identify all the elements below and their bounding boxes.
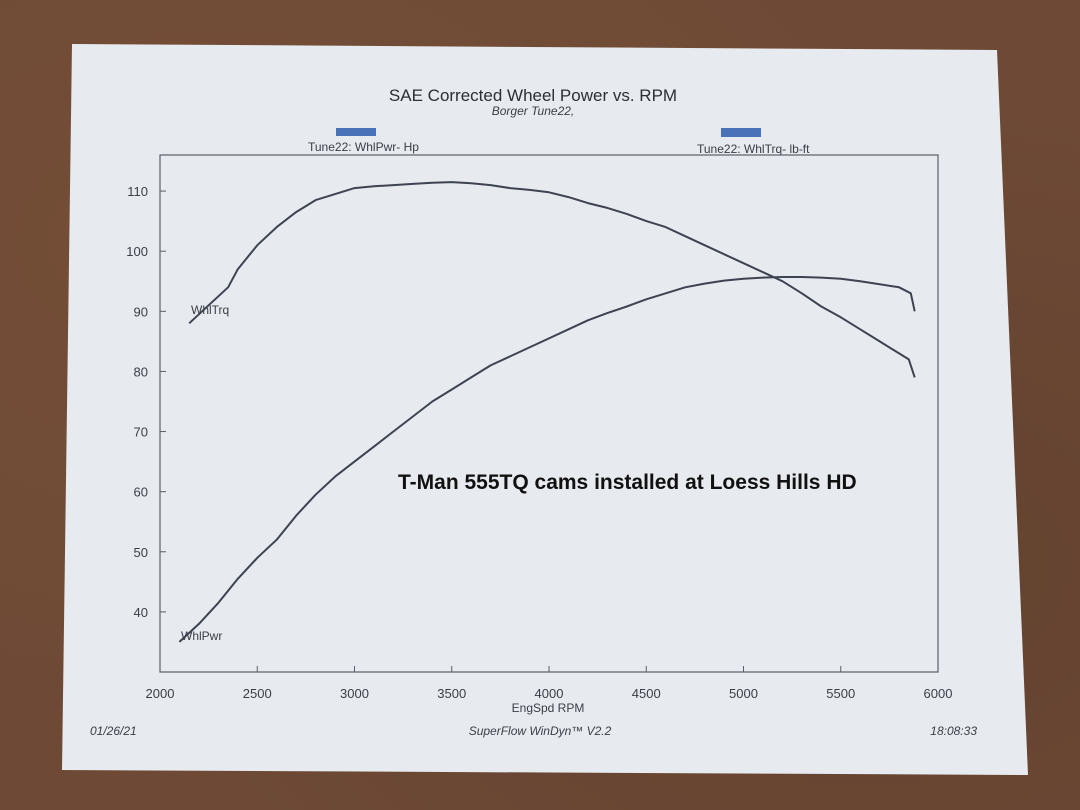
x-tick-label: 5500: [826, 686, 855, 701]
series-line-whltrq: [188, 181, 916, 378]
footer-time: 18:08:33: [930, 724, 977, 738]
x-tick-label: 4500: [632, 686, 661, 701]
x-axis-ticks: 2000 2500 3000 3500 4000 4500 5000 5500 6000: [146, 666, 953, 701]
x-tick-label: 5000: [729, 686, 758, 701]
series-lines: [178, 181, 916, 643]
legend-swatch-tq: [721, 128, 761, 137]
x-tick-label: 6000: [924, 686, 953, 701]
paper-background: [62, 44, 1028, 775]
y-tick-label: 60: [134, 485, 148, 500]
y-tick-label: 50: [134, 545, 148, 560]
y-tick-label: 90: [134, 304, 148, 319]
x-axis-label: EngSpd RPM: [512, 701, 585, 715]
y-axis-ticks: 40 50 60 70 80 90 100 110: [126, 184, 166, 620]
y-tick-label: 100: [126, 244, 148, 259]
y-tick-label: 70: [134, 425, 148, 440]
plot-frame: [159, 154, 939, 673]
x-tick-label: 4000: [535, 686, 564, 701]
footer-date: 01/26/21: [90, 724, 137, 738]
chart-annotation: T-Man 555TQ cams installed at Loess Hill…: [398, 471, 857, 494]
x-tick-label: 2500: [243, 686, 272, 701]
x-tick-label: 2000: [146, 686, 175, 701]
legend-label-tq: Tune22: WhlTrq- lb-ft: [697, 142, 810, 156]
series-label-whltrq: WhlTrq: [191, 303, 229, 317]
series-line-whlpwr: [178, 276, 916, 643]
legend-swatch-hp: [336, 128, 376, 136]
x-tick-label: 3000: [340, 686, 369, 701]
y-tick-label: 110: [127, 184, 148, 199]
chart-subtitle: Borger Tune22,: [492, 104, 575, 118]
series-label-whlpwr: WhlPwr: [181, 629, 222, 643]
x-tick-label: 3500: [437, 686, 466, 701]
y-tick-label: 40: [134, 605, 148, 620]
chart-title: SAE Corrected Wheel Power vs. RPM: [389, 86, 677, 105]
footer-software: SuperFlow WinDyn™ V2.2: [469, 724, 612, 738]
legend-label-hp: Tune22: WhlPwr- Hp: [308, 140, 419, 154]
y-tick-label: 80: [134, 364, 148, 379]
